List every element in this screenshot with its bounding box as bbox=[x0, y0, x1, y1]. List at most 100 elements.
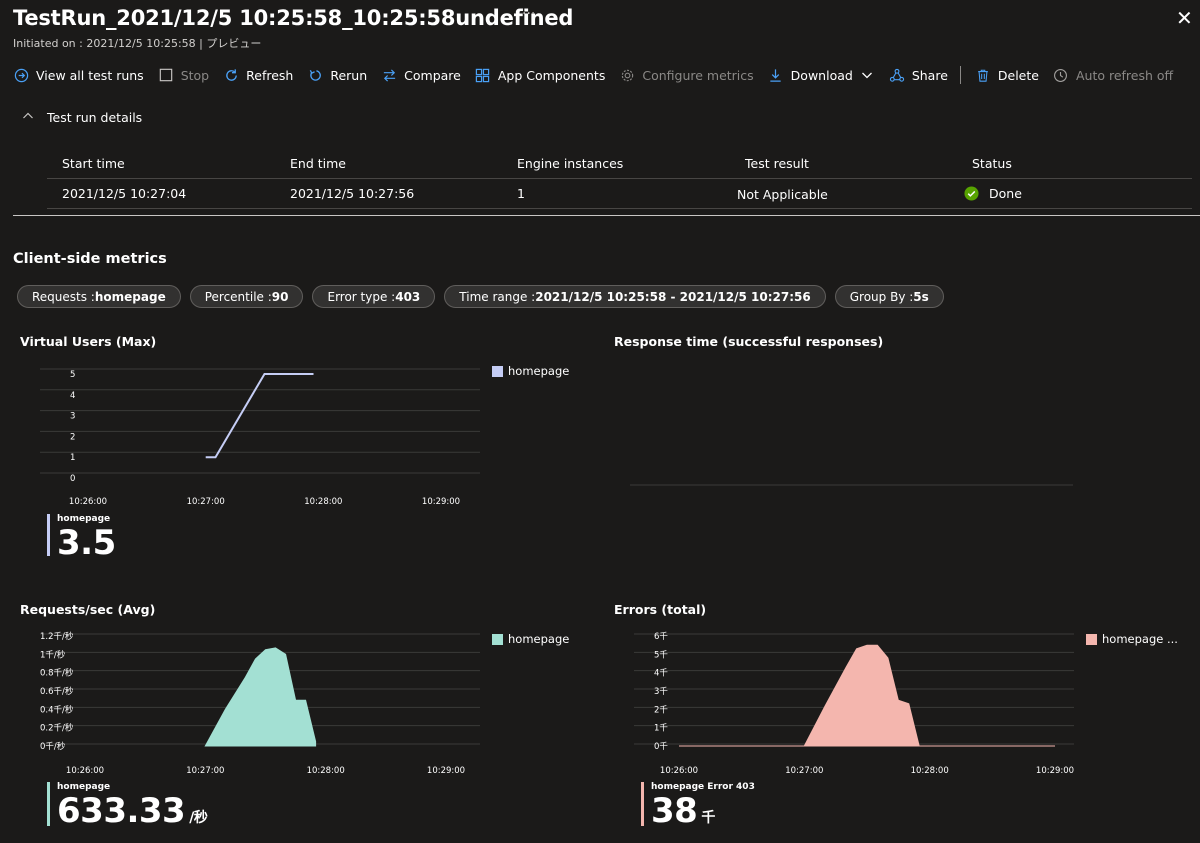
requests-filter-pill[interactable]: Requests : homepage bbox=[17, 285, 181, 308]
y-tick-label: 5千 bbox=[654, 649, 668, 660]
view-all-test-runs-label: View all test runs bbox=[36, 67, 144, 83]
test-run-details-label: Test run details bbox=[47, 110, 143, 125]
download-icon bbox=[768, 67, 784, 83]
y-tick-label: 1千/秒 bbox=[40, 649, 66, 660]
chevron-up-icon bbox=[22, 110, 34, 125]
series-line bbox=[205, 373, 314, 459]
error-type-filter-pill[interactable]: Error type : 403 bbox=[312, 285, 436, 308]
test-run-details-table: Start time End time Engine instances Tes… bbox=[47, 148, 1192, 209]
stop-button[interactable]: Stop bbox=[158, 67, 209, 83]
test-run-details-toggle[interactable]: Test run details bbox=[22, 110, 142, 125]
x-tick-label: 10:26:00 bbox=[66, 766, 104, 776]
time-range-filter-label: Time range : bbox=[459, 289, 536, 304]
legend-swatch bbox=[1086, 633, 1097, 645]
y-tick-label: 2千 bbox=[654, 704, 668, 715]
errors-legend[interactable]: homepage ... bbox=[1086, 632, 1178, 646]
summary-label: homepage bbox=[57, 782, 111, 792]
stop-label: Stop bbox=[180, 67, 210, 83]
series-area bbox=[204, 647, 317, 747]
requests-filter-value: homepage bbox=[94, 289, 166, 304]
y-tick-label: 1 bbox=[70, 453, 75, 463]
view-all-test-runs-button[interactable]: View all test runs bbox=[13, 67, 144, 83]
y-tick-label: 1千 bbox=[654, 723, 668, 734]
group-by-filter-label: Group By : bbox=[849, 289, 914, 304]
close-icon[interactable]: ✕ bbox=[1176, 6, 1193, 30]
y-tick-label: 1.2千/秒 bbox=[40, 631, 74, 642]
percentile-filter-pill[interactable]: Percentile : 90 bbox=[189, 285, 304, 308]
clock-icon bbox=[1053, 67, 1069, 83]
legend-label: homepage bbox=[508, 364, 570, 378]
x-tick-label: 10:29:00 bbox=[422, 497, 460, 507]
summary-value: 38 千 bbox=[651, 791, 715, 831]
y-tick-label: 3千 bbox=[654, 686, 668, 697]
y-tick-label: 0.6千/秒 bbox=[40, 686, 74, 697]
page-subtitle: Initiated on : 2021/12/5 10:25:58 | プレビュ… bbox=[13, 37, 262, 50]
auto-refresh-label: Auto refresh off bbox=[1075, 67, 1174, 83]
delete-button[interactable]: Delete bbox=[975, 67, 1039, 83]
virtual-users-chart-title: Virtual Users (Max) bbox=[20, 334, 157, 349]
summary-number: 633.33 bbox=[57, 791, 186, 831]
requests-per-sec-chart-title: Requests/sec (Avg) bbox=[20, 602, 156, 617]
cell-status: Done bbox=[964, 186, 1022, 201]
summary-value: 3.5 bbox=[57, 523, 116, 563]
table-header-row: Start time End time Engine instances Tes… bbox=[47, 148, 1192, 179]
time-range-filter-pill[interactable]: Time range : 2021/12/5 10:25:58 - 2021/1… bbox=[444, 285, 826, 308]
group-by-filter-pill[interactable]: Group By : 5s bbox=[834, 285, 944, 308]
configure-metrics-button[interactable]: Configure metrics bbox=[619, 67, 754, 83]
percentile-filter-label: Percentile : bbox=[204, 289, 272, 304]
x-tick-label: 10:28:00 bbox=[304, 497, 342, 507]
download-button[interactable]: Download bbox=[768, 67, 875, 83]
y-tick-label: 0.4千/秒 bbox=[40, 704, 74, 715]
legend-label: homepage bbox=[508, 632, 570, 646]
y-tick-label: 0千 bbox=[654, 741, 668, 752]
command-bar: View all test runs Stop Refresh Rerun Co… bbox=[13, 64, 1187, 86]
x-tick-label: 10:27:00 bbox=[186, 766, 224, 776]
arrow-circle-right-icon bbox=[13, 67, 29, 83]
x-tick-label: 10:27:00 bbox=[785, 766, 823, 776]
column-header-engine-instances: Engine instances bbox=[517, 155, 624, 171]
x-tick-label: 10:29:00 bbox=[427, 766, 465, 776]
download-label: Download bbox=[790, 67, 853, 83]
virtual-users-legend[interactable]: homepage bbox=[492, 364, 569, 378]
compare-label: Compare bbox=[404, 67, 461, 83]
y-tick-label: 0 bbox=[70, 474, 75, 484]
summary-number: 38 bbox=[651, 791, 698, 831]
virtual-users-summary: homepage 3.5 bbox=[47, 514, 197, 563]
summary-color-bar bbox=[47, 782, 50, 826]
status-text: Done bbox=[989, 186, 1022, 201]
app-components-label: App Components bbox=[497, 67, 606, 83]
x-tick-label: 10:27:00 bbox=[187, 497, 225, 507]
y-tick-label: 3 bbox=[70, 412, 75, 422]
errors-chart-title: Errors (total) bbox=[614, 602, 707, 617]
gear-icon bbox=[619, 67, 635, 83]
x-tick-label: 10:26:00 bbox=[660, 766, 698, 776]
app-components-button[interactable]: App Components bbox=[475, 67, 605, 83]
compare-button[interactable]: Compare bbox=[381, 67, 461, 83]
rerun-icon bbox=[307, 67, 323, 83]
share-button[interactable]: Share bbox=[889, 67, 948, 83]
y-tick-label: 5 bbox=[70, 370, 75, 380]
virtual-users-chart: 0 1 2 3 4 5 10:26:00 10:27:00 10:28:00 10:29:00 bbox=[40, 368, 480, 507]
share-icon bbox=[889, 67, 905, 83]
cell-engine-instances: 1 bbox=[517, 186, 525, 201]
configure-metrics-label: Configure metrics bbox=[642, 67, 754, 83]
refresh-button[interactable]: Refresh bbox=[223, 67, 293, 83]
rerun-label: Rerun bbox=[330, 67, 368, 83]
more-options-icon[interactable]: ··· bbox=[522, 6, 536, 22]
y-tick-label: 4千 bbox=[654, 668, 668, 679]
section-divider bbox=[13, 215, 1200, 216]
y-tick-label: 4 bbox=[70, 391, 75, 401]
chevron-down-icon bbox=[859, 67, 875, 83]
trash-icon bbox=[975, 67, 991, 83]
group-by-filter-value: 5s bbox=[913, 289, 929, 304]
filter-pills: Requests : homepage Percentile : 90 Erro… bbox=[17, 285, 953, 308]
response-time-chart-title: Response time (successful responses) bbox=[614, 334, 884, 349]
rerun-button[interactable]: Rerun bbox=[307, 67, 367, 83]
errors-summary: homepage Error 403 38 千 bbox=[641, 782, 841, 831]
auto-refresh-button[interactable]: Auto refresh off bbox=[1053, 67, 1173, 83]
x-tick-label: 10:28:00 bbox=[911, 766, 949, 776]
cell-start-time: 2021/12/5 10:27:04 bbox=[62, 186, 187, 201]
requests-per-sec-legend[interactable]: homepage bbox=[492, 632, 569, 646]
errors-chart: 0千 1千 2千 3千 4千 5千 6千 10:26:00 10:27:00 10:28:00 10… bbox=[634, 631, 1074, 776]
y-tick-label: 2 bbox=[70, 432, 75, 442]
